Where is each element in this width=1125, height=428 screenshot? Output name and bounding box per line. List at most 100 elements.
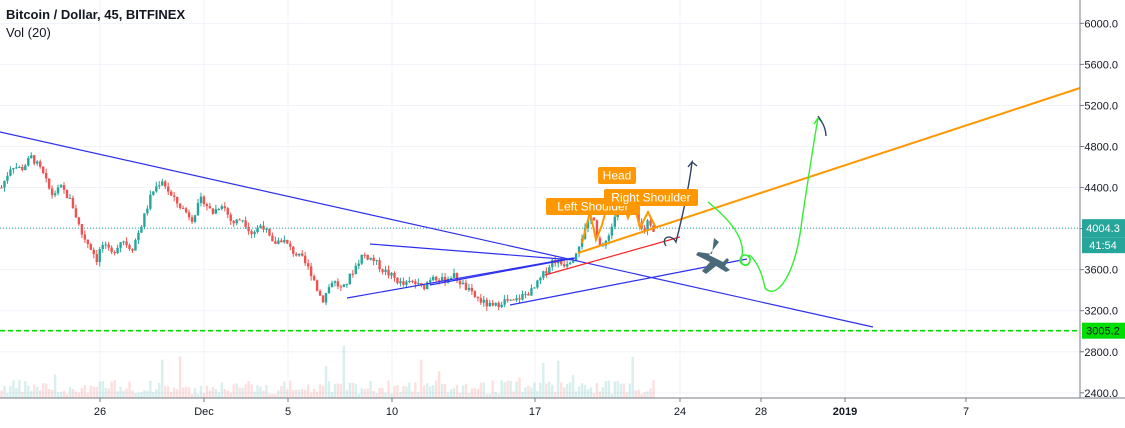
- candle: [238, 218, 241, 221]
- volume-bar: [405, 386, 408, 398]
- volume-bar: [342, 345, 346, 398]
- candle: [53, 190, 57, 198]
- candle: [482, 295, 486, 307]
- candle: [542, 270, 545, 281]
- candle: [354, 262, 357, 275]
- volume-bar: [417, 392, 420, 398]
- candle-body: [479, 298, 483, 303]
- volume-bar: [193, 387, 197, 398]
- label-right-shoulder[interactable]: Right Shoulder: [604, 189, 698, 206]
- candle: [500, 301, 503, 309]
- volume-bar: [134, 393, 137, 398]
- candle: [181, 205, 185, 209]
- candle-body: [235, 219, 238, 224]
- volume-bar: [235, 383, 238, 398]
- candle: [271, 232, 274, 242]
- candle: [408, 276, 411, 284]
- volume-bar: [110, 381, 113, 398]
- channel-inner-line: [429, 257, 576, 286]
- candle: [312, 274, 316, 281]
- candle-body: [452, 273, 456, 278]
- candle-body: [65, 189, 69, 199]
- candle: [610, 223, 614, 240]
- candle-body: [312, 276, 316, 281]
- volume-bar: [363, 389, 366, 398]
- volume-bar: [637, 389, 640, 398]
- candle: [77, 216, 81, 226]
- candle-body: [324, 293, 328, 303]
- x-tick-label: 5: [285, 406, 291, 418]
- volume-bar: [586, 389, 590, 398]
- candle: [318, 289, 322, 297]
- symbol-title[interactable]: Bitcoin / Dollar, 45, BITFINEX: [6, 7, 186, 22]
- candle-body: [53, 193, 57, 196]
- candle: [193, 214, 197, 224]
- candle: [613, 213, 617, 230]
- volume-bar: [18, 380, 21, 398]
- grid: [0, 0, 1080, 398]
- volume-bar: [119, 386, 122, 398]
- candle-body: [417, 282, 420, 285]
- candle-body: [399, 281, 402, 284]
- candle-body: [262, 225, 265, 230]
- candle: [342, 284, 346, 288]
- candle-body: [98, 249, 101, 263]
- volume-bar: [336, 383, 340, 398]
- volume-bar: [434, 380, 438, 398]
- candle-body: [437, 280, 441, 282]
- volume-bar: [107, 388, 110, 398]
- volume-bar: [315, 391, 319, 398]
- volume-bar: [247, 380, 250, 398]
- volume-bar: [527, 385, 530, 398]
- volume-bar: [312, 388, 316, 398]
- candle: [172, 192, 176, 202]
- candle: [80, 224, 84, 239]
- candle: [187, 209, 191, 221]
- volume-bar: [50, 389, 54, 398]
- volume-bar: [167, 386, 170, 398]
- label-right-shoulder-text: Right Shoulder: [611, 191, 690, 205]
- candle-body: [256, 227, 259, 233]
- candle: [545, 267, 548, 278]
- support-tag-bg: [1082, 322, 1125, 339]
- candle: [455, 272, 459, 284]
- volume-bar: [172, 387, 176, 398]
- candle: [56, 184, 60, 196]
- candle-body: [292, 246, 295, 254]
- volume-bar: [184, 386, 188, 398]
- volume-bar: [161, 359, 164, 398]
- candle-body: [351, 273, 355, 275]
- volume-bar: [256, 385, 259, 398]
- indicator-label[interactable]: Vol (20): [6, 25, 51, 40]
- volume-bar: [649, 388, 652, 398]
- candle: [431, 275, 435, 282]
- candle: [164, 179, 167, 190]
- candle: [175, 196, 179, 208]
- candle-body: [6, 175, 9, 181]
- volume-bar: [583, 384, 587, 398]
- candle-body: [315, 280, 319, 291]
- volume-bar: [21, 391, 24, 398]
- candle: [494, 302, 497, 307]
- volume-bar: [628, 383, 631, 398]
- label-head[interactable]: Head: [598, 167, 636, 184]
- volume-bar: [610, 393, 614, 398]
- candle-body: [71, 197, 75, 209]
- volume-bar: [205, 385, 209, 398]
- navy-hook: [817, 115, 827, 137]
- drawings[interactable]: [0, 87, 1081, 332]
- candle-body: [68, 197, 72, 199]
- candle-body: [467, 287, 471, 290]
- volume-bar: [458, 392, 462, 398]
- candle-body: [426, 282, 429, 290]
- candle-body: [378, 260, 381, 270]
- y-tick-label: 3200.0: [1084, 306, 1118, 318]
- candle: [452, 268, 456, 278]
- volume-bar: [604, 381, 608, 398]
- volume-bar: [24, 381, 27, 398]
- candle: [268, 228, 271, 237]
- volume-bar: [223, 388, 226, 398]
